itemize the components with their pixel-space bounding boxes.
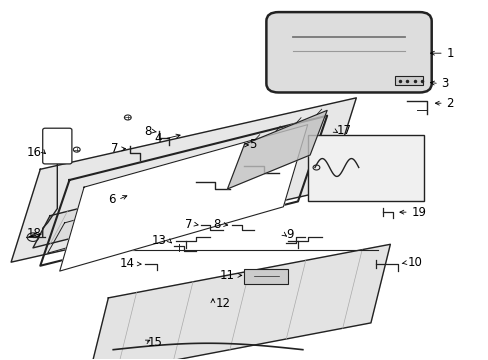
Text: 13: 13 (151, 234, 166, 247)
Text: 8: 8 (143, 125, 151, 138)
FancyBboxPatch shape (266, 12, 431, 93)
Text: 11: 11 (219, 269, 234, 282)
FancyBboxPatch shape (42, 128, 72, 164)
Text: 18: 18 (27, 227, 41, 240)
Polygon shape (33, 155, 292, 248)
Text: 3: 3 (441, 77, 448, 90)
Text: 2: 2 (446, 97, 453, 110)
Text: 14: 14 (120, 257, 135, 270)
Text: 16: 16 (27, 146, 41, 159)
Text: 5: 5 (249, 139, 256, 152)
Polygon shape (89, 244, 389, 360)
Text: 7: 7 (184, 218, 192, 231)
Text: 1: 1 (446, 47, 453, 60)
Text: 10: 10 (407, 256, 422, 269)
Bar (307, 135, 424, 202)
Text: 12: 12 (215, 297, 230, 310)
Polygon shape (11, 98, 356, 262)
Polygon shape (60, 125, 307, 271)
Text: 8: 8 (212, 218, 220, 231)
Text: 17: 17 (336, 124, 351, 137)
Text: 7: 7 (110, 143, 118, 156)
Bar (244, 269, 287, 284)
Text: 4: 4 (154, 132, 162, 145)
Text: 15: 15 (147, 336, 162, 349)
Polygon shape (227, 111, 326, 189)
Text: 9: 9 (286, 228, 293, 241)
Bar (394, 76, 423, 85)
Text: 6: 6 (108, 193, 116, 206)
Text: 19: 19 (410, 206, 426, 219)
